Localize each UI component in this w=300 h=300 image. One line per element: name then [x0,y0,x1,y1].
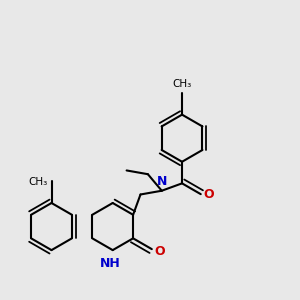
Text: O: O [155,244,165,258]
Text: NH: NH [100,257,121,270]
Text: O: O [204,188,214,201]
Text: CH₃: CH₃ [172,79,192,89]
Text: N: N [157,175,167,188]
Text: CH₃: CH₃ [28,177,48,188]
